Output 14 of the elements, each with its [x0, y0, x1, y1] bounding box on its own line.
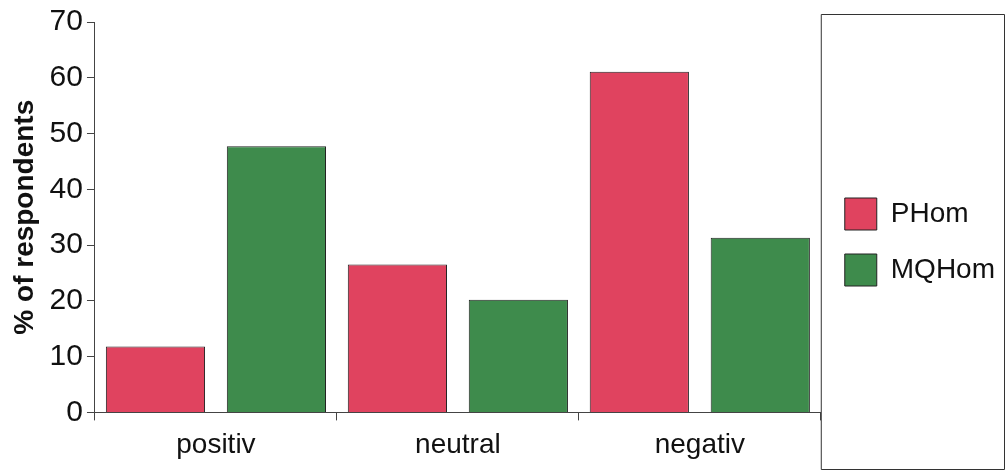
- y-tick-label: 0: [66, 393, 83, 427]
- y-tick-label: 20: [49, 282, 83, 316]
- legend-label: MQHom: [890, 252, 996, 284]
- y-tick-label: 40: [49, 170, 83, 204]
- y-tick-label: 60: [49, 59, 83, 93]
- y-tick-label: 30: [49, 226, 83, 260]
- y-axis-title: % of respondents: [7, 99, 39, 335]
- x-tick-label: negativ: [654, 427, 745, 459]
- y-tick-label: 70: [49, 3, 83, 37]
- x-tick-label: neutral: [415, 427, 501, 459]
- y-tick-label: 50: [49, 114, 83, 148]
- y-tick-label: 10: [49, 337, 83, 371]
- legend-label: PHom: [890, 196, 969, 228]
- x-tick-label: positiv: [176, 427, 256, 459]
